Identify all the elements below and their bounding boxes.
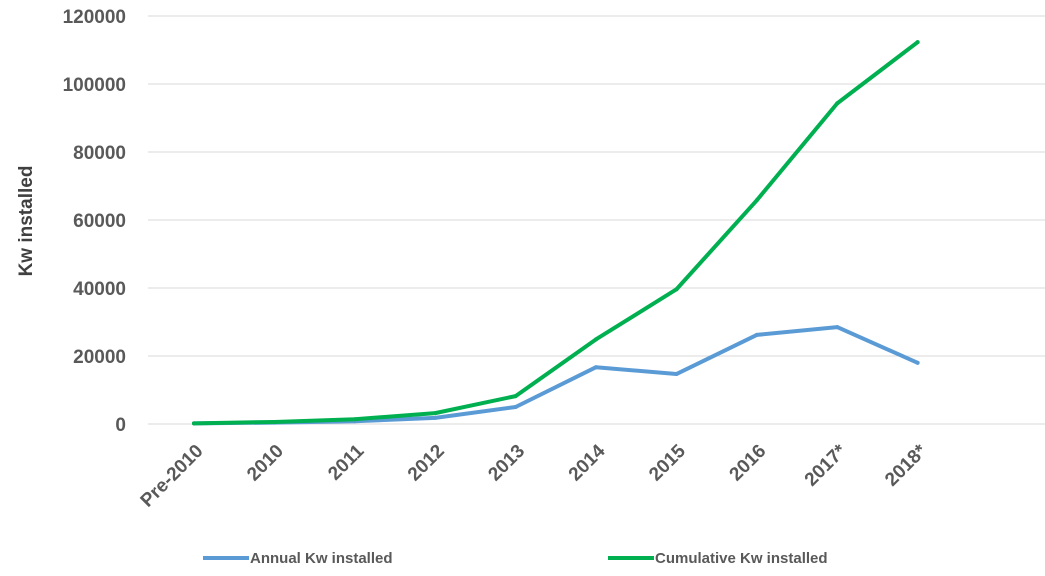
legend-label: Annual Kw installed bbox=[250, 550, 393, 567]
x-tick-label: 2017* bbox=[801, 440, 851, 490]
series-line-1 bbox=[192, 40, 920, 426]
x-tick-label: Pre-2010 bbox=[137, 441, 208, 512]
x-tick-label: 2014 bbox=[565, 440, 610, 485]
x-tick-label: 2010 bbox=[243, 441, 288, 486]
y-tick-label: 20000 bbox=[73, 347, 126, 368]
data-point bbox=[513, 405, 518, 409]
y-tick-label: 40000 bbox=[73, 279, 126, 300]
data-point bbox=[433, 415, 438, 420]
data-point bbox=[674, 372, 679, 377]
data-point bbox=[272, 419, 277, 424]
y-tick-label: 60000 bbox=[73, 211, 126, 232]
data-point bbox=[433, 411, 438, 416]
data-point bbox=[835, 325, 840, 330]
y-tick-label: 120000 bbox=[63, 7, 126, 28]
data-point bbox=[192, 421, 196, 426]
y-tick-label: 100000 bbox=[63, 75, 126, 96]
gridlines bbox=[148, 15, 1045, 425]
y-axis-title: Kw installed bbox=[16, 166, 37, 277]
data-point bbox=[915, 40, 920, 45]
data-point bbox=[594, 365, 598, 370]
x-tick-label: 2015 bbox=[645, 440, 690, 485]
y-tick-label: 0 bbox=[115, 415, 126, 436]
x-tick-label: 2016 bbox=[726, 441, 771, 486]
legend-label: Cumulative Kw installed bbox=[655, 550, 828, 567]
data-point bbox=[754, 198, 759, 203]
series-lines bbox=[192, 40, 920, 426]
x-axis-ticks: Pre-2010 2010 2011 2012 2013 2014 2015 2016 2017… bbox=[137, 440, 932, 511]
data-point bbox=[835, 101, 840, 106]
x-tick-label: 2012 bbox=[404, 441, 449, 486]
data-point bbox=[594, 337, 598, 342]
x-tick-label: 2018* bbox=[881, 440, 931, 490]
data-point bbox=[754, 332, 759, 337]
y-tick-label: 80000 bbox=[73, 143, 126, 164]
legend: Annual Kw installed Cumulative Kw install… bbox=[203, 550, 828, 567]
x-tick-label: 2013 bbox=[484, 441, 529, 486]
data-point bbox=[674, 287, 679, 292]
y-axis-ticks: 0 20000 40000 60000 80000 100000 120000 bbox=[63, 7, 126, 436]
data-point bbox=[915, 360, 920, 365]
x-tick-label: 2011 bbox=[324, 440, 368, 484]
data-point bbox=[352, 417, 357, 422]
data-point bbox=[513, 394, 518, 399]
series-line-0 bbox=[192, 325, 920, 426]
